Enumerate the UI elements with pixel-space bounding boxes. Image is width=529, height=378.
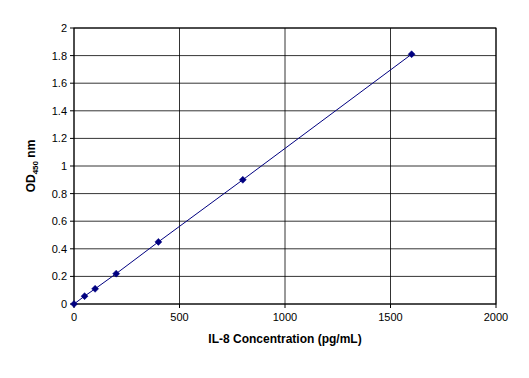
- y-grid-line: [74, 110, 496, 111]
- y-grid-line: [74, 166, 496, 167]
- y-grid-line: [74, 138, 496, 139]
- y-tick-label: 1.8: [52, 50, 67, 62]
- y-tick: [70, 83, 74, 84]
- chart-container: 0 500 1000 1500 2000 0 0.2 0.4 0.6 0.8 1 1.2 1.4 1.6 1…: [0, 0, 529, 378]
- y-grid-line: [74, 221, 496, 222]
- x-tick: [390, 304, 391, 308]
- data-point: [92, 285, 99, 292]
- y-tick-label: 1.6: [52, 77, 67, 89]
- data-point: [239, 176, 246, 183]
- y-tick-label: 0.6: [52, 215, 67, 227]
- grid: [74, 28, 496, 304]
- plot-frame: [74, 28, 496, 304]
- y-grid-line: [74, 248, 496, 249]
- y-tick-label: 1: [61, 160, 67, 172]
- y-tick: [70, 138, 74, 139]
- x-tick: [285, 304, 286, 308]
- y-tick: [70, 28, 74, 29]
- data-point: [81, 293, 88, 300]
- y-grid-line: [74, 276, 496, 277]
- data-point: [408, 51, 415, 58]
- y-tick: [70, 166, 74, 167]
- chart: 0 500 1000 1500 2000 0 0.2 0.4 0.6 0.8 1 1.2 1.4 1.6 1…: [0, 0, 529, 378]
- x-tick-label: 500: [170, 311, 188, 323]
- y-grid-line: [74, 55, 496, 56]
- x-axis-label: IL-8 Concentration (pg/mL): [208, 332, 361, 346]
- y-tick: [70, 55, 74, 56]
- x-tick-label: 2000: [484, 311, 508, 323]
- y-tick: [70, 221, 74, 222]
- x-tick: [179, 304, 180, 308]
- y-tick-label: 0.2: [52, 270, 67, 282]
- y-tick-label: 1.4: [52, 105, 67, 117]
- x-tick-label: 1500: [378, 311, 402, 323]
- data-layer: [71, 51, 416, 308]
- y-tick-label: 0.8: [52, 188, 67, 200]
- x-tick: [496, 304, 497, 308]
- x-tick-label: 1000: [273, 311, 297, 323]
- y-tick-label: 1.2: [52, 132, 67, 144]
- data-line: [74, 54, 412, 304]
- y-tick-label: 0.4: [52, 243, 67, 255]
- y-tick: [70, 193, 74, 194]
- y-grid-line: [74, 193, 496, 194]
- y-tick-label: 0: [61, 298, 67, 310]
- x-tick-label: 0: [71, 311, 77, 323]
- y-tick: [70, 110, 74, 111]
- y-axis-label: OD450 nm: [24, 140, 40, 193]
- plot-area: [74, 28, 496, 304]
- y-tick-label: 2: [61, 22, 67, 34]
- data-point: [71, 301, 78, 308]
- y-grid-line: [74, 83, 496, 84]
- data-point: [113, 270, 120, 277]
- y-tick: [70, 276, 74, 277]
- y-tick: [70, 248, 74, 249]
- data-point: [155, 238, 162, 245]
